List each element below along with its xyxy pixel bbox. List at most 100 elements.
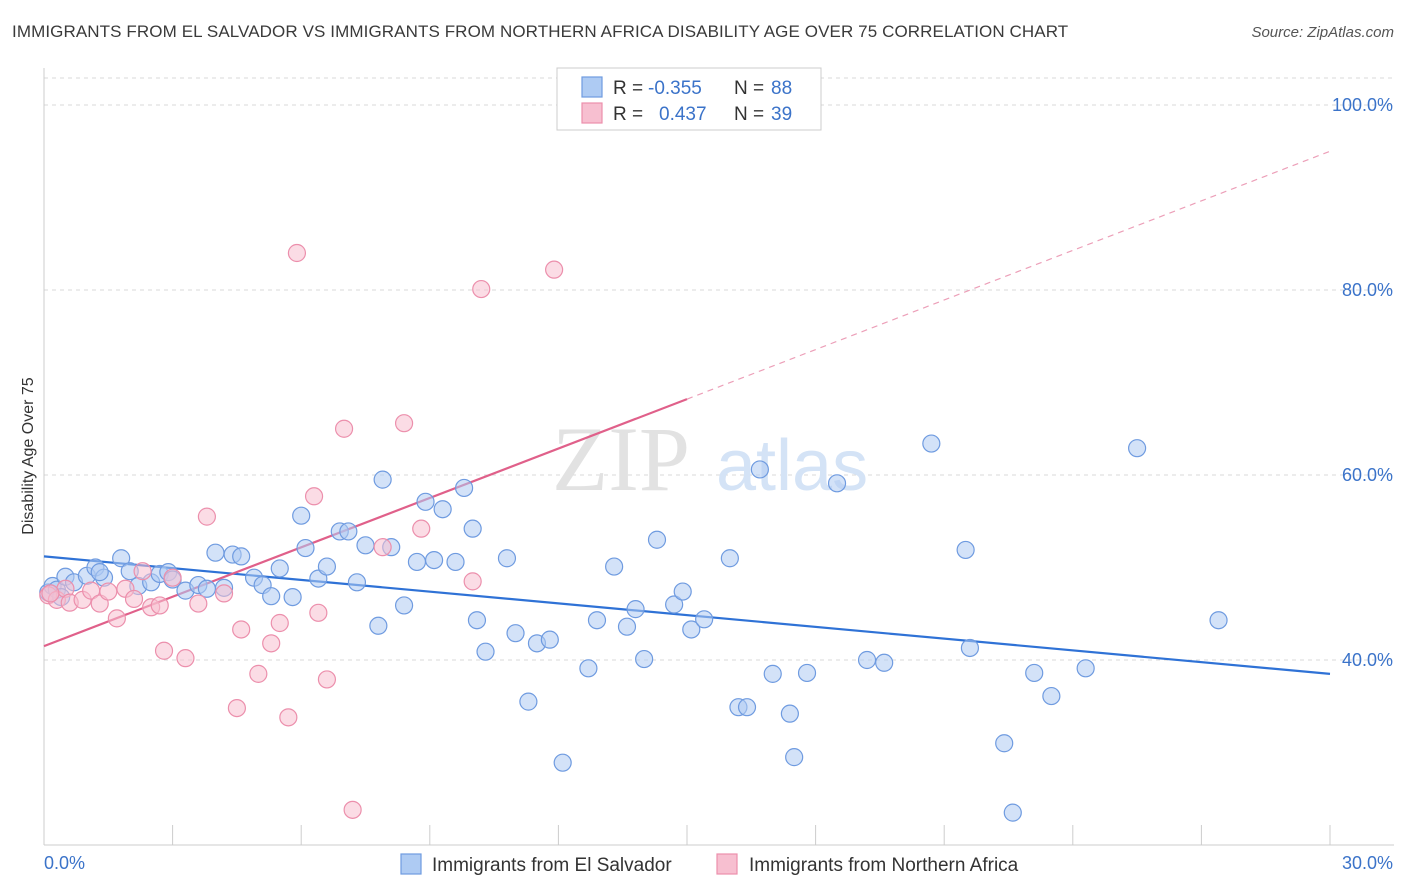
legend-box: R = -0.355 N = 88 R = 0.437 N = 39 xyxy=(556,67,822,131)
point-el-salvador-59 xyxy=(626,600,645,619)
watermark-zip: ZIP xyxy=(552,408,690,510)
point-el-salvador-61 xyxy=(647,530,667,549)
point-el-salvador-57 xyxy=(605,557,624,576)
bottom-legend-swatch-el-salvador xyxy=(400,853,422,875)
point-el-salvador-9 xyxy=(112,549,131,568)
point-el-salvador-70 xyxy=(763,664,782,683)
legend-swatch-northern-africa xyxy=(581,102,603,124)
point-northern-africa-18 xyxy=(197,507,216,526)
point-el-salvador-68 xyxy=(737,698,757,717)
bottom-legend-swatch-northern-africa xyxy=(716,853,738,875)
bottom-legend-label-el-salvador: Immigrants from El Salvador xyxy=(432,855,672,876)
legend-n-value-2: 39 xyxy=(771,104,792,125)
point-el-salvador-66 xyxy=(720,549,739,568)
point-northern-africa-25 xyxy=(279,708,298,727)
point-el-salvador-62 xyxy=(665,595,684,614)
point-northern-africa-32 xyxy=(373,538,392,557)
point-northern-africa-11 xyxy=(133,562,152,581)
point-el-salvador-36 xyxy=(369,616,388,635)
point-northern-africa-29 xyxy=(317,670,337,689)
point-northern-africa-19 xyxy=(214,584,234,603)
point-northern-africa-10 xyxy=(124,589,144,609)
axis-layer xyxy=(43,68,1394,846)
point-el-salvador-77 xyxy=(922,434,941,453)
point-northern-africa-36 xyxy=(472,279,491,299)
point-el-salvador-28 xyxy=(292,506,311,525)
chart-source: Source: ZipAtlas.com xyxy=(1251,24,1394,41)
legend-n-label-2: N = xyxy=(734,104,764,125)
point-el-salvador-54 xyxy=(553,753,572,772)
legend-r-value-1: -0.355 xyxy=(648,78,702,99)
point-el-salvador-63 xyxy=(673,582,692,601)
point-northern-africa-24 xyxy=(270,613,289,633)
point-northern-africa-27 xyxy=(304,487,324,506)
y-tick-label-3: 40.0% xyxy=(1342,650,1393,670)
legend-r-label-1: R = xyxy=(613,78,643,99)
point-northern-africa-17 xyxy=(189,594,208,613)
point-el-salvador-55 xyxy=(579,659,598,678)
point-el-salvador-71 xyxy=(780,704,799,723)
point-el-salvador-72 xyxy=(785,748,804,767)
point-el-salvador-79 xyxy=(960,638,980,658)
trend-line-el-salvador xyxy=(43,555,1331,675)
legend-r-label-2: R = xyxy=(613,104,643,125)
legend-n-value-1: 88 xyxy=(771,78,792,99)
point-northern-africa-23 xyxy=(262,634,281,653)
point-el-salvador-49 xyxy=(497,549,517,568)
point-el-salvador-73 xyxy=(797,663,817,683)
point-el-salvador-34 xyxy=(347,573,367,592)
point-el-salvador-25 xyxy=(262,587,281,606)
point-el-salvador-78 xyxy=(956,540,975,560)
points-layer xyxy=(39,243,1228,822)
point-northern-africa-26 xyxy=(287,243,307,263)
trend-line-northern-africa xyxy=(43,398,688,648)
y-tick-label-2: 60.0% xyxy=(1342,465,1393,485)
point-el-salvador-76 xyxy=(875,653,894,672)
point-northern-africa-20 xyxy=(227,698,246,718)
point-el-salvador-74 xyxy=(827,474,847,493)
point-el-salvador-47 xyxy=(467,611,487,630)
legend-r-value-2: 0.437 xyxy=(659,104,707,125)
y-tick-label-1: 80.0% xyxy=(1342,280,1393,300)
point-el-salvador-41 xyxy=(416,492,435,511)
point-el-salvador-84 xyxy=(1076,659,1095,678)
watermark-atlas: atlas xyxy=(716,426,868,506)
bottom-legend: Immigrants from El Salvador Immigrants f… xyxy=(400,853,1019,876)
legend-swatch-el-salvador xyxy=(581,76,603,98)
point-el-salvador-35 xyxy=(356,536,375,555)
chart-title: IMMIGRANTS FROM EL SALVADOR VS IMMIGRANT… xyxy=(12,22,1069,41)
point-el-salvador-64 xyxy=(682,620,701,639)
point-el-salvador-27 xyxy=(283,587,302,607)
point-northern-africa-33 xyxy=(394,414,414,433)
point-el-salvador-87 xyxy=(90,563,109,582)
watermark: ZIP atlas xyxy=(552,408,868,510)
point-northern-africa-7 xyxy=(99,582,118,601)
point-northern-africa-8 xyxy=(107,609,126,628)
point-el-salvador-50 xyxy=(506,624,525,643)
point-northern-africa-22 xyxy=(249,664,268,683)
point-northern-africa-13 xyxy=(150,596,169,615)
bottom-legend-label-northern-africa: Immigrants from Northern Africa xyxy=(749,855,1019,876)
point-el-salvador-83 xyxy=(1042,686,1061,706)
point-el-salvador-85 xyxy=(1127,439,1147,458)
point-el-salvador-81 xyxy=(1003,803,1022,822)
point-el-salvador-44 xyxy=(446,552,465,572)
point-el-salvador-60 xyxy=(635,649,654,669)
point-northern-africa-31 xyxy=(343,800,362,819)
point-northern-africa-21 xyxy=(232,620,251,639)
point-el-salvador-45 xyxy=(454,478,474,498)
point-el-salvador-31 xyxy=(317,557,337,576)
x-tick-labels: 0.0% 30.0% xyxy=(44,853,1393,873)
trend-line-northern-africa-extension xyxy=(686,150,1331,400)
point-el-salvador-37 xyxy=(373,470,392,489)
point-el-salvador-39 xyxy=(394,596,414,615)
point-el-salvador-69 xyxy=(750,460,769,479)
point-el-salvador-56 xyxy=(587,611,607,630)
point-northern-africa-30 xyxy=(334,419,354,438)
point-el-salvador-40 xyxy=(407,552,427,572)
point-el-salvador-51 xyxy=(519,692,538,711)
y-axis-label: Disability Age Over 75 xyxy=(20,377,37,535)
point-northern-africa-35 xyxy=(463,572,482,591)
point-northern-africa-37 xyxy=(545,260,564,279)
point-el-salvador-46 xyxy=(463,519,482,538)
